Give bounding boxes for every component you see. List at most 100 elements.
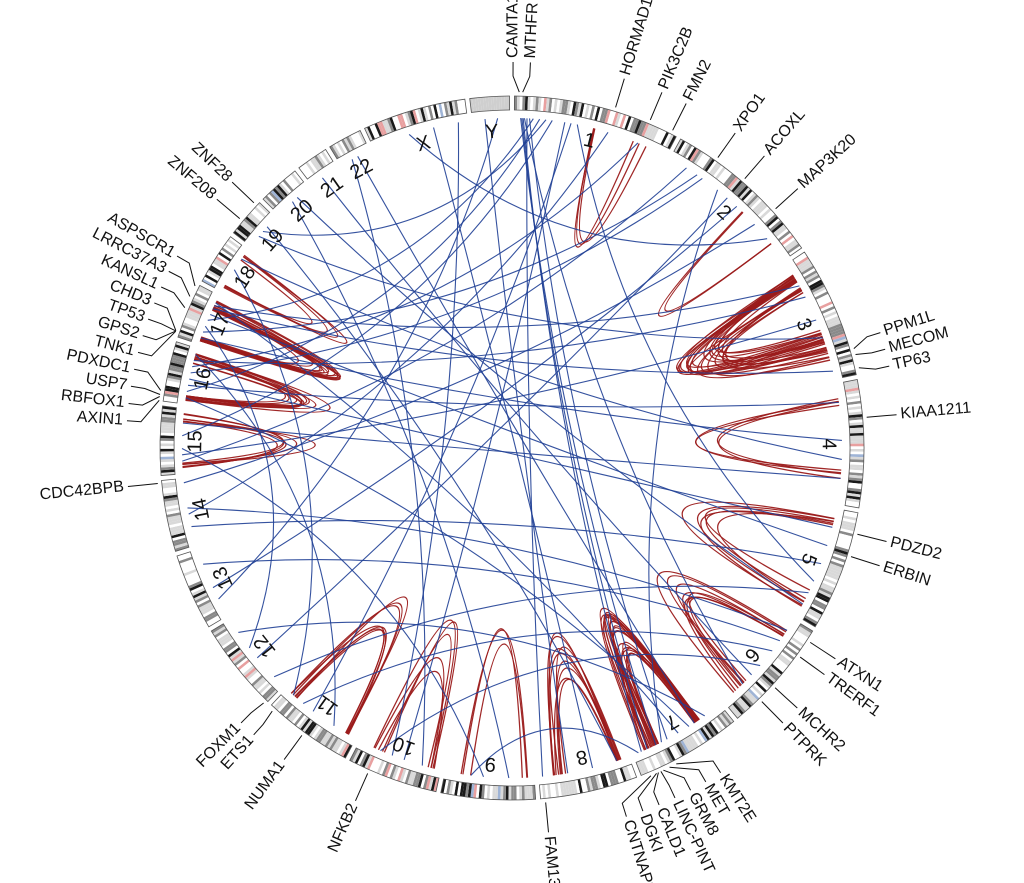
chromosome-band — [165, 509, 181, 515]
chromosome-band — [599, 773, 607, 788]
chromosome-band — [293, 713, 305, 726]
chromosome-band — [212, 625, 226, 636]
chromosome-band — [843, 510, 858, 516]
chromosome-band — [219, 636, 234, 647]
chromosome-band — [782, 237, 796, 248]
gene-label-numa1: NUMA1 — [242, 758, 289, 813]
chromosome-band — [596, 107, 604, 122]
chromosome-band — [349, 747, 359, 762]
gene-annotation: KIAA1211 — [866, 399, 972, 423]
chromosome-band — [824, 575, 839, 584]
chromosome-band — [568, 101, 574, 116]
chromosome-band — [182, 321, 197, 330]
inter-chromosomal-link — [191, 519, 822, 565]
gene-label-cdc42bpb: CDC42BPB — [39, 478, 125, 503]
chromosome-band — [847, 482, 863, 487]
chromosome-band — [254, 678, 267, 691]
chromosome-band — [311, 156, 323, 170]
chromosome-band — [601, 108, 609, 123]
chromosome-band — [446, 780, 452, 795]
chromosome-band — [795, 256, 809, 267]
chromosome-band — [848, 474, 863, 479]
inter-chromosomal-link — [258, 235, 824, 340]
chromosome-band — [548, 98, 553, 113]
chromosome-band — [752, 200, 765, 213]
chromosome-band — [169, 527, 185, 534]
chromosome-band — [693, 151, 704, 165]
chromosome-band — [391, 116, 400, 131]
chromosome-band — [729, 178, 741, 191]
chromosome-outline — [792, 251, 857, 379]
chromosome-band — [602, 772, 609, 788]
chromosome-band — [831, 333, 846, 341]
chromosome-band — [789, 638, 803, 650]
chromosome-band — [198, 601, 213, 611]
chromosome-band — [619, 114, 627, 129]
chromosome-outline — [298, 148, 334, 180]
chromosome-band — [849, 443, 864, 447]
chromosome-band — [371, 124, 380, 138]
chromosome-band — [425, 106, 432, 121]
chromosome-band — [279, 701, 291, 714]
chromosome-band — [278, 182, 290, 196]
chromosome-band — [249, 673, 262, 685]
chromosome-band — [580, 778, 586, 793]
chromosome-band — [589, 105, 596, 120]
chromosome-band — [227, 238, 241, 250]
chromosome-band — [364, 127, 373, 142]
chromosome-band — [314, 155, 325, 169]
gene-annotation: MAP3K20 — [775, 131, 860, 210]
chromosome-band — [160, 469, 175, 473]
chromosome-band — [799, 623, 813, 634]
chromosome-band — [500, 785, 504, 800]
chromosome-band — [658, 130, 667, 145]
chromosome-band — [848, 419, 864, 424]
chromosome-band — [841, 520, 856, 527]
chromosome-band — [243, 218, 256, 230]
chromosome-band — [174, 544, 189, 552]
inter-chromosomal-link — [181, 447, 485, 777]
chromosome-band — [320, 150, 331, 165]
chromosome-band — [237, 659, 250, 671]
chromosome-band — [731, 180, 743, 193]
gene-leader-line — [866, 414, 897, 418]
chromosome-band — [555, 98, 561, 114]
chromosome-band — [318, 152, 329, 166]
chromosome-band — [717, 168, 728, 182]
chromosome-band — [239, 661, 252, 673]
intra-chromosomal-link — [377, 670, 444, 769]
chromosome-band — [177, 554, 192, 562]
gene-leader-line — [522, 62, 531, 93]
chromosome-band — [300, 717, 311, 731]
chromosome-band — [211, 262, 225, 273]
chromosome-band — [272, 188, 285, 201]
chromosome-band — [762, 212, 776, 224]
chromosome-band — [438, 103, 444, 118]
chromosome-band — [414, 108, 422, 124]
chromosome-band — [430, 776, 437, 792]
chromosome-band — [779, 232, 793, 244]
chromosome-band — [806, 274, 820, 284]
chromosome-band — [848, 411, 863, 416]
chromosome-band — [186, 575, 201, 584]
chromosome-band — [167, 517, 182, 523]
chromosome-band — [735, 183, 747, 196]
intra-chromosomal-link — [711, 279, 822, 358]
chromosome-band — [742, 190, 755, 203]
chromosome-band — [513, 785, 517, 800]
chromosome-band — [769, 220, 783, 232]
chromosome-band — [621, 766, 630, 781]
chromosome-band — [469, 98, 474, 113]
intra-chromosomal-link — [574, 128, 634, 248]
chromosome-band — [257, 202, 270, 215]
chromosome-band — [187, 578, 202, 587]
gene-leader-line — [126, 399, 160, 423]
chromosome-band — [307, 159, 318, 173]
chromosome-band — [594, 106, 601, 121]
chromosome-band — [209, 265, 224, 275]
chromosome-band — [767, 218, 781, 230]
chromosome-band — [211, 623, 225, 634]
chromosome-band — [404, 769, 412, 785]
chromosome-band — [420, 774, 427, 789]
gene-leader-line — [231, 181, 255, 204]
